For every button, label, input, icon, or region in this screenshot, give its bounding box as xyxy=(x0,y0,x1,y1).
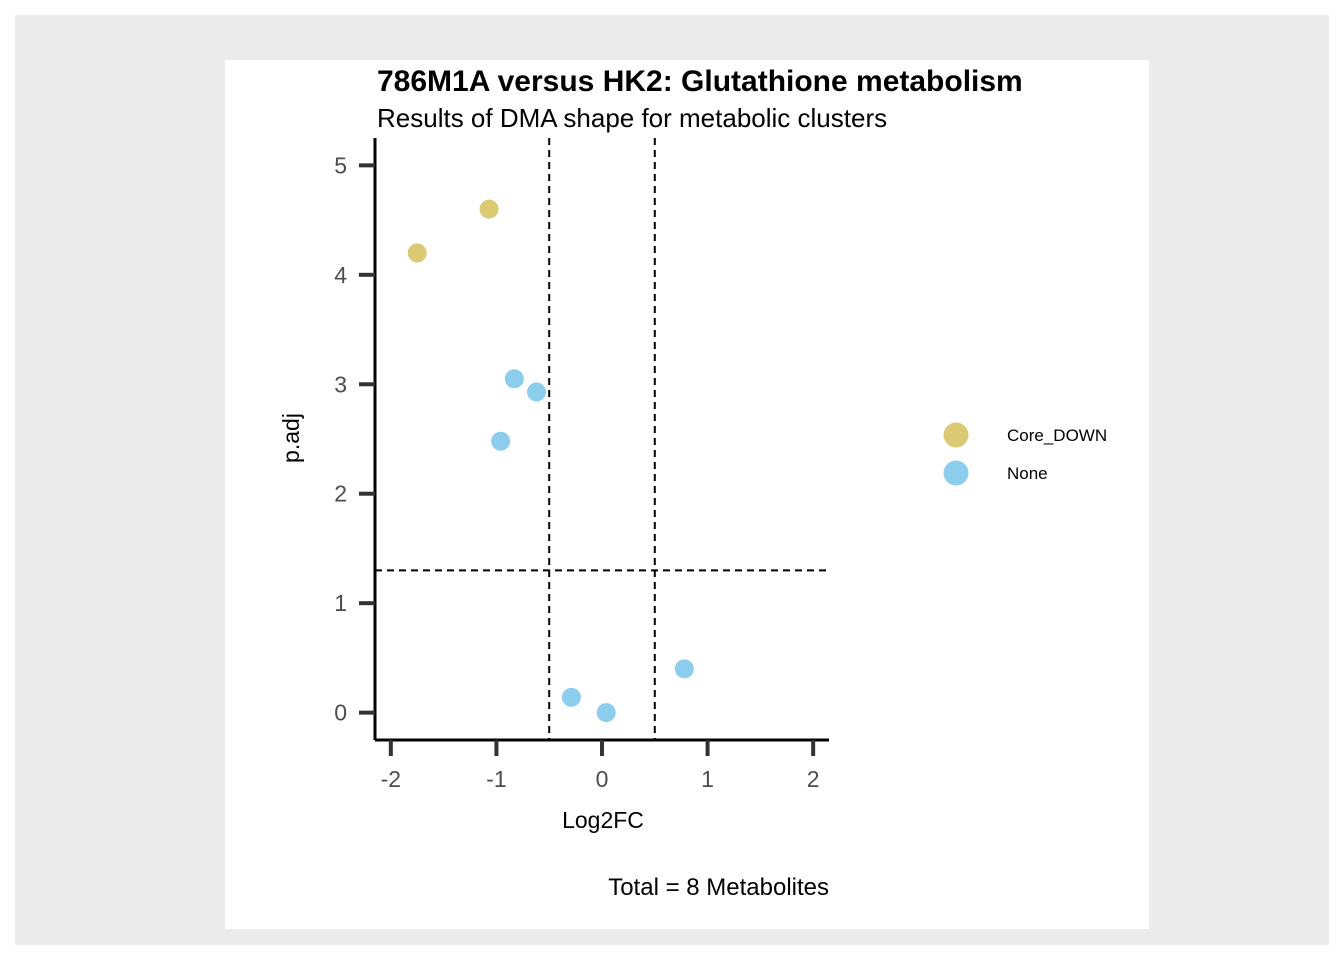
y-axis-title: p.adj xyxy=(278,413,304,463)
y-tick-label: 1 xyxy=(334,590,347,616)
y-tick-label: 3 xyxy=(334,371,347,397)
plot-area: 0 1 2 3 4 5 -2 -1 0 1 2 xyxy=(334,138,829,792)
y-tick-label: 0 xyxy=(334,700,347,726)
y-tick-label: 2 xyxy=(334,481,347,507)
y-tick-label: 5 xyxy=(334,152,347,178)
data-point-none xyxy=(561,687,581,707)
data-point-none xyxy=(527,382,547,402)
legend-label-core-down: Core_DOWN xyxy=(1007,426,1107,445)
x-tick-label: 2 xyxy=(807,766,820,792)
x-axis-title: Log2FC xyxy=(562,807,644,833)
data-point-none xyxy=(491,431,511,451)
volcano-plot: 786M1A versus HK2: Glutathione metabolis… xyxy=(278,65,1107,901)
y-tick-label: 4 xyxy=(334,262,347,288)
plot-background: 786M1A versus HK2: Glutathione metabolis… xyxy=(15,15,1329,945)
plot-panel: 786M1A versus HK2: Glutathione metabolis… xyxy=(225,60,1149,929)
data-point-none xyxy=(504,369,524,389)
data-point-none xyxy=(596,703,616,723)
x-tick-label: 0 xyxy=(596,766,609,792)
x-tick-label: -2 xyxy=(381,766,401,792)
legend-label-none: None xyxy=(1007,464,1048,483)
x-tick-label: -1 xyxy=(486,766,506,792)
data-point-core-down xyxy=(479,199,499,219)
caption: Total = 8 Metabolites xyxy=(608,874,829,901)
x-tick-label: 1 xyxy=(701,766,714,792)
data-point-core-down xyxy=(407,243,427,263)
chart-subtitle: Results of DMA shape for metabolic clust… xyxy=(377,103,887,133)
data-point-none xyxy=(674,659,694,679)
chart-title: 786M1A versus HK2: Glutathione metabolis… xyxy=(377,65,1023,98)
legend: Core_DOWN None xyxy=(943,422,1107,486)
legend-key-core-down xyxy=(943,422,969,448)
legend-key-none xyxy=(943,460,969,486)
